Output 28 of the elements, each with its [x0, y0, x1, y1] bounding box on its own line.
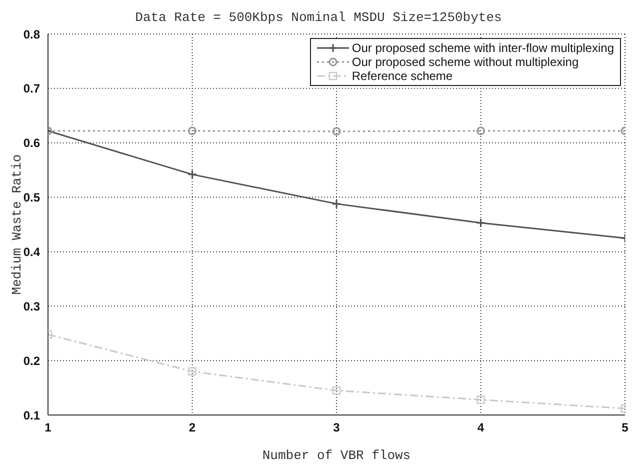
point: [332, 127, 341, 136]
y-tick-label: 0.6: [23, 136, 40, 150]
y-axis-title: Medium Waste Ratio: [10, 154, 25, 295]
y-tick-label: 0.7: [23, 82, 40, 96]
x-tick-label: 1: [44, 420, 52, 435]
x-tick-label: 3: [333, 420, 340, 435]
x-axis-title: Number of VBR flows: [262, 448, 411, 463]
legend-label: Our proposed scheme with inter-flow multiplexing: [352, 41, 614, 55]
legend-label: Our proposed scheme without multiplexing: [352, 55, 579, 69]
y-tick-label: 0.4: [23, 244, 40, 259]
x-tick-label: 2: [188, 420, 196, 435]
x-tick-label: 5: [622, 420, 629, 435]
y-tick-label: 0.1: [23, 408, 40, 422]
point: [476, 396, 485, 404]
point: [188, 170, 197, 180]
x-tick-label: 4: [477, 420, 484, 435]
chart-title: Data Rate = 500Kbps Nominal MSDU Size=1250bytes: [134, 10, 503, 25]
point: [476, 218, 486, 228]
y-tick-label: 0.5: [23, 190, 40, 205]
legend-label: Reference scheme: [352, 69, 453, 83]
point: [188, 367, 196, 376]
y-tick-label: 0.2: [23, 354, 40, 368]
y-tick-label: 0.3: [23, 299, 40, 314]
y-tick-label: 0.8: [23, 27, 40, 42]
point: [188, 126, 196, 136]
point: [332, 199, 342, 209]
point: [332, 386, 341, 395]
point: [476, 126, 485, 136]
